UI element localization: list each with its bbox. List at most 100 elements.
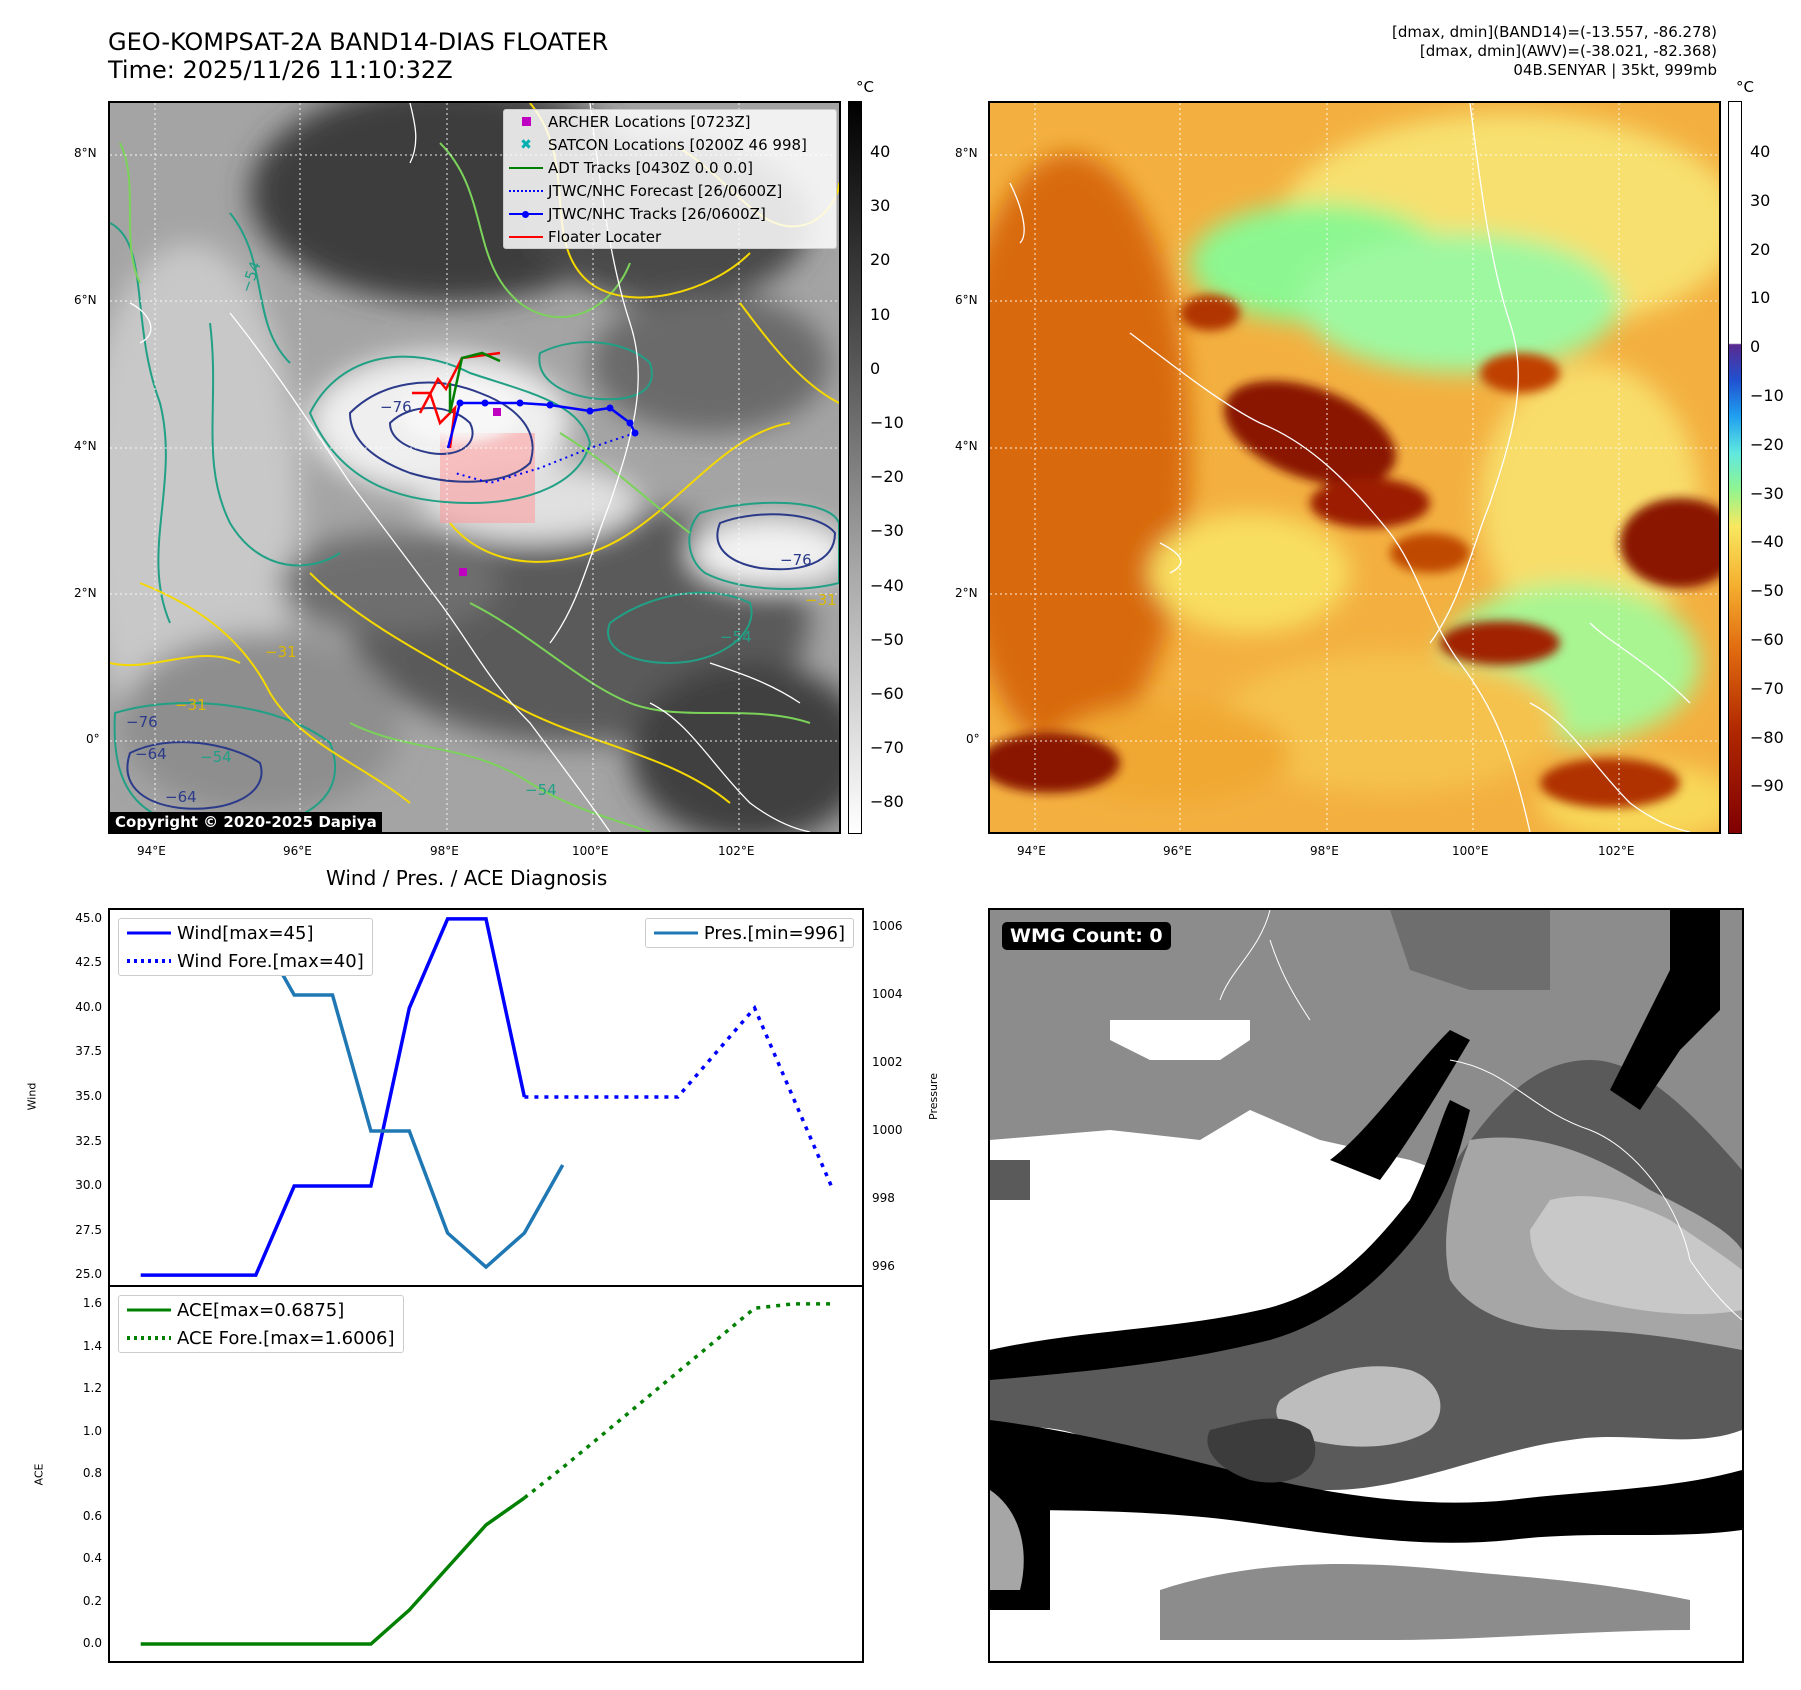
ace-svg: [140, 1302, 832, 1646]
lat-tick: 2°N: [955, 586, 978, 600]
wind-tick: 35.0: [75, 1089, 102, 1103]
lon-tick: 96°E: [283, 844, 312, 858]
colorbar-tick: −40: [870, 575, 904, 595]
wind-tick: 27.5: [75, 1222, 102, 1237]
colorbar-tick: −10: [870, 413, 904, 432]
ace-forecast-series-line: [523, 1302, 832, 1500]
contour-label: −54: [200, 748, 232, 766]
line-icon: [509, 235, 543, 238]
lon-tick: 96°E: [1163, 844, 1192, 858]
legend-item-jtwc-tracks: JTWC/NHC Tracks [26/0600Z]: [504, 202, 836, 225]
dotted-line-icon: [127, 959, 171, 963]
colorbar-tick: −10: [1750, 386, 1784, 405]
contour-label: −64: [135, 745, 167, 763]
lat-tick: 6°N: [955, 293, 978, 307]
wmg-image: [990, 910, 1742, 1661]
info-awv-range: [dmax, dmin](AWV)=(-38.021, -82.368): [1419, 42, 1717, 60]
ace-legend: ACE[max=0.6875] ACE Fore.[max=1.6006]: [118, 1295, 404, 1353]
x-mark-icon: ✖: [520, 136, 532, 153]
colorbar-awv: [1728, 101, 1742, 834]
archer-location-marker: [459, 568, 467, 576]
ace-plot: ACE[max=0.6875] ACE Fore.[max=1.6006]: [108, 1285, 864, 1663]
legend-item-wind: Wind[max=45]: [119, 919, 372, 947]
wind-legend: Wind[max=45] Wind Fore.[max=40]: [118, 918, 373, 976]
diagnosis-title: Wind / Pres. / ACE Diagnosis: [326, 866, 608, 890]
wind-tick: 30.0: [75, 1178, 102, 1193]
contour-label: −31: [265, 643, 297, 661]
legend-item-adt: ADT Tracks [0430Z 0.0 0.0]: [504, 156, 836, 179]
wind-forecast-series-line: [524, 1004, 833, 1187]
lon-tick: 100°E: [1452, 844, 1489, 858]
line-icon: [509, 166, 543, 169]
dotted-line-icon: [509, 189, 543, 192]
lat-tick: 4°N: [955, 439, 978, 453]
colorbar-tick: −80: [1750, 727, 1784, 747]
colorbar-tick: −20: [870, 467, 904, 487]
pressure-series-line: [179, 925, 565, 1270]
copyright-label: Copyright © 2020-2025 Dapiya: [110, 812, 382, 832]
colorbar-tick: 20: [1750, 239, 1771, 259]
pressure-legend: Pres.[min=996]: [644, 918, 854, 948]
adt-track: [448, 351, 501, 414]
pressure-ylabel: Pressure: [926, 1073, 940, 1120]
contour-label: −54: [720, 628, 752, 646]
wind-ylabel: Wind: [25, 1082, 39, 1111]
colorbar-tick: −90: [1750, 776, 1784, 796]
chart-time: Time: 2025/11/26 11:10:32Z: [108, 56, 453, 84]
info-storm: 04B.SENYAR | 35kt, 999mb: [1513, 61, 1717, 79]
wind-tick: 45.0: [75, 910, 102, 925]
colorbar-tick: −50: [870, 629, 904, 649]
wind-tick: 37.5: [75, 1044, 102, 1059]
pressure-tick: 998: [872, 1191, 895, 1205]
wmg-panel: WMG Count: 0: [988, 908, 1744, 1663]
wind-tick: 25.0: [75, 1267, 102, 1282]
ace-tick: 0.0: [82, 1636, 102, 1650]
pressure-tick: 1004: [872, 987, 903, 1001]
legend-item-jtwc-forecast: JTWC/NHC Forecast [26/0600Z]: [504, 179, 836, 202]
lat-tick: 2°N: [74, 586, 97, 600]
floater-locater-track: [418, 351, 501, 414]
colorbar-tick: −20: [1750, 434, 1784, 454]
lon-tick: 102°E: [718, 844, 755, 858]
colorbar-tick: −80: [870, 792, 904, 812]
colorbar-tick: −30: [870, 521, 904, 541]
wind-pressure-plot: Wind[max=45] Wind Fore.[max=40] Pres.[mi…: [108, 908, 864, 1286]
ace-tick: 1.4: [82, 1338, 102, 1353]
wmg-count-badge: WMG Count: 0: [1002, 922, 1171, 950]
lat-tick: 4°N: [74, 439, 97, 453]
lon-tick: 100°E: [572, 844, 609, 858]
lat-tick: 8°N: [955, 146, 978, 160]
lat-tick: 8°N: [74, 146, 97, 160]
contour-label: −76: [380, 398, 412, 416]
colorbar-tick: 20: [870, 250, 891, 270]
awv-map-image: [990, 103, 1719, 832]
contour-label: −31: [175, 696, 207, 714]
lon-tick: 94°E: [137, 844, 166, 858]
colorbar-tick: −30: [1750, 483, 1784, 503]
colorbar-tick: −60: [1750, 630, 1784, 649]
colorbar-tick: 40: [1750, 142, 1771, 161]
contour-label: −64: [165, 788, 197, 806]
solid-line-icon: [653, 931, 698, 935]
wind-tick: 42.5: [75, 955, 102, 970]
ace-ylabel: ACE: [32, 1463, 46, 1486]
ace-tick: 1.6: [82, 1296, 102, 1310]
lon-tick: 94°E: [1017, 844, 1046, 858]
ace-tick: 1.0: [82, 1423, 102, 1438]
contour-label: −76: [780, 551, 812, 569]
colorbar-tick: 40: [870, 142, 891, 161]
legend-item-archer: ARCHER Locations [0723Z]: [504, 110, 836, 133]
legend-item-ace-fore: ACE Fore.[max=1.6006]: [119, 1324, 403, 1352]
colorbar-tick: −40: [1750, 532, 1784, 552]
colorbar-tick: 30: [1750, 190, 1771, 210]
colorbar-unit-right: °C: [1736, 78, 1754, 96]
contour-label: −31: [805, 591, 837, 609]
lon-tick: 102°E: [1598, 844, 1635, 858]
archer-location-marker: [493, 408, 501, 416]
colorbar-band14: [848, 101, 862, 834]
ace-tick: 0.4: [82, 1551, 102, 1565]
square-icon: [521, 117, 531, 126]
colorbar-tick: 30: [870, 196, 891, 216]
colorbar-tick: −70: [870, 738, 904, 758]
colorbar-tick: −70: [1750, 678, 1784, 698]
